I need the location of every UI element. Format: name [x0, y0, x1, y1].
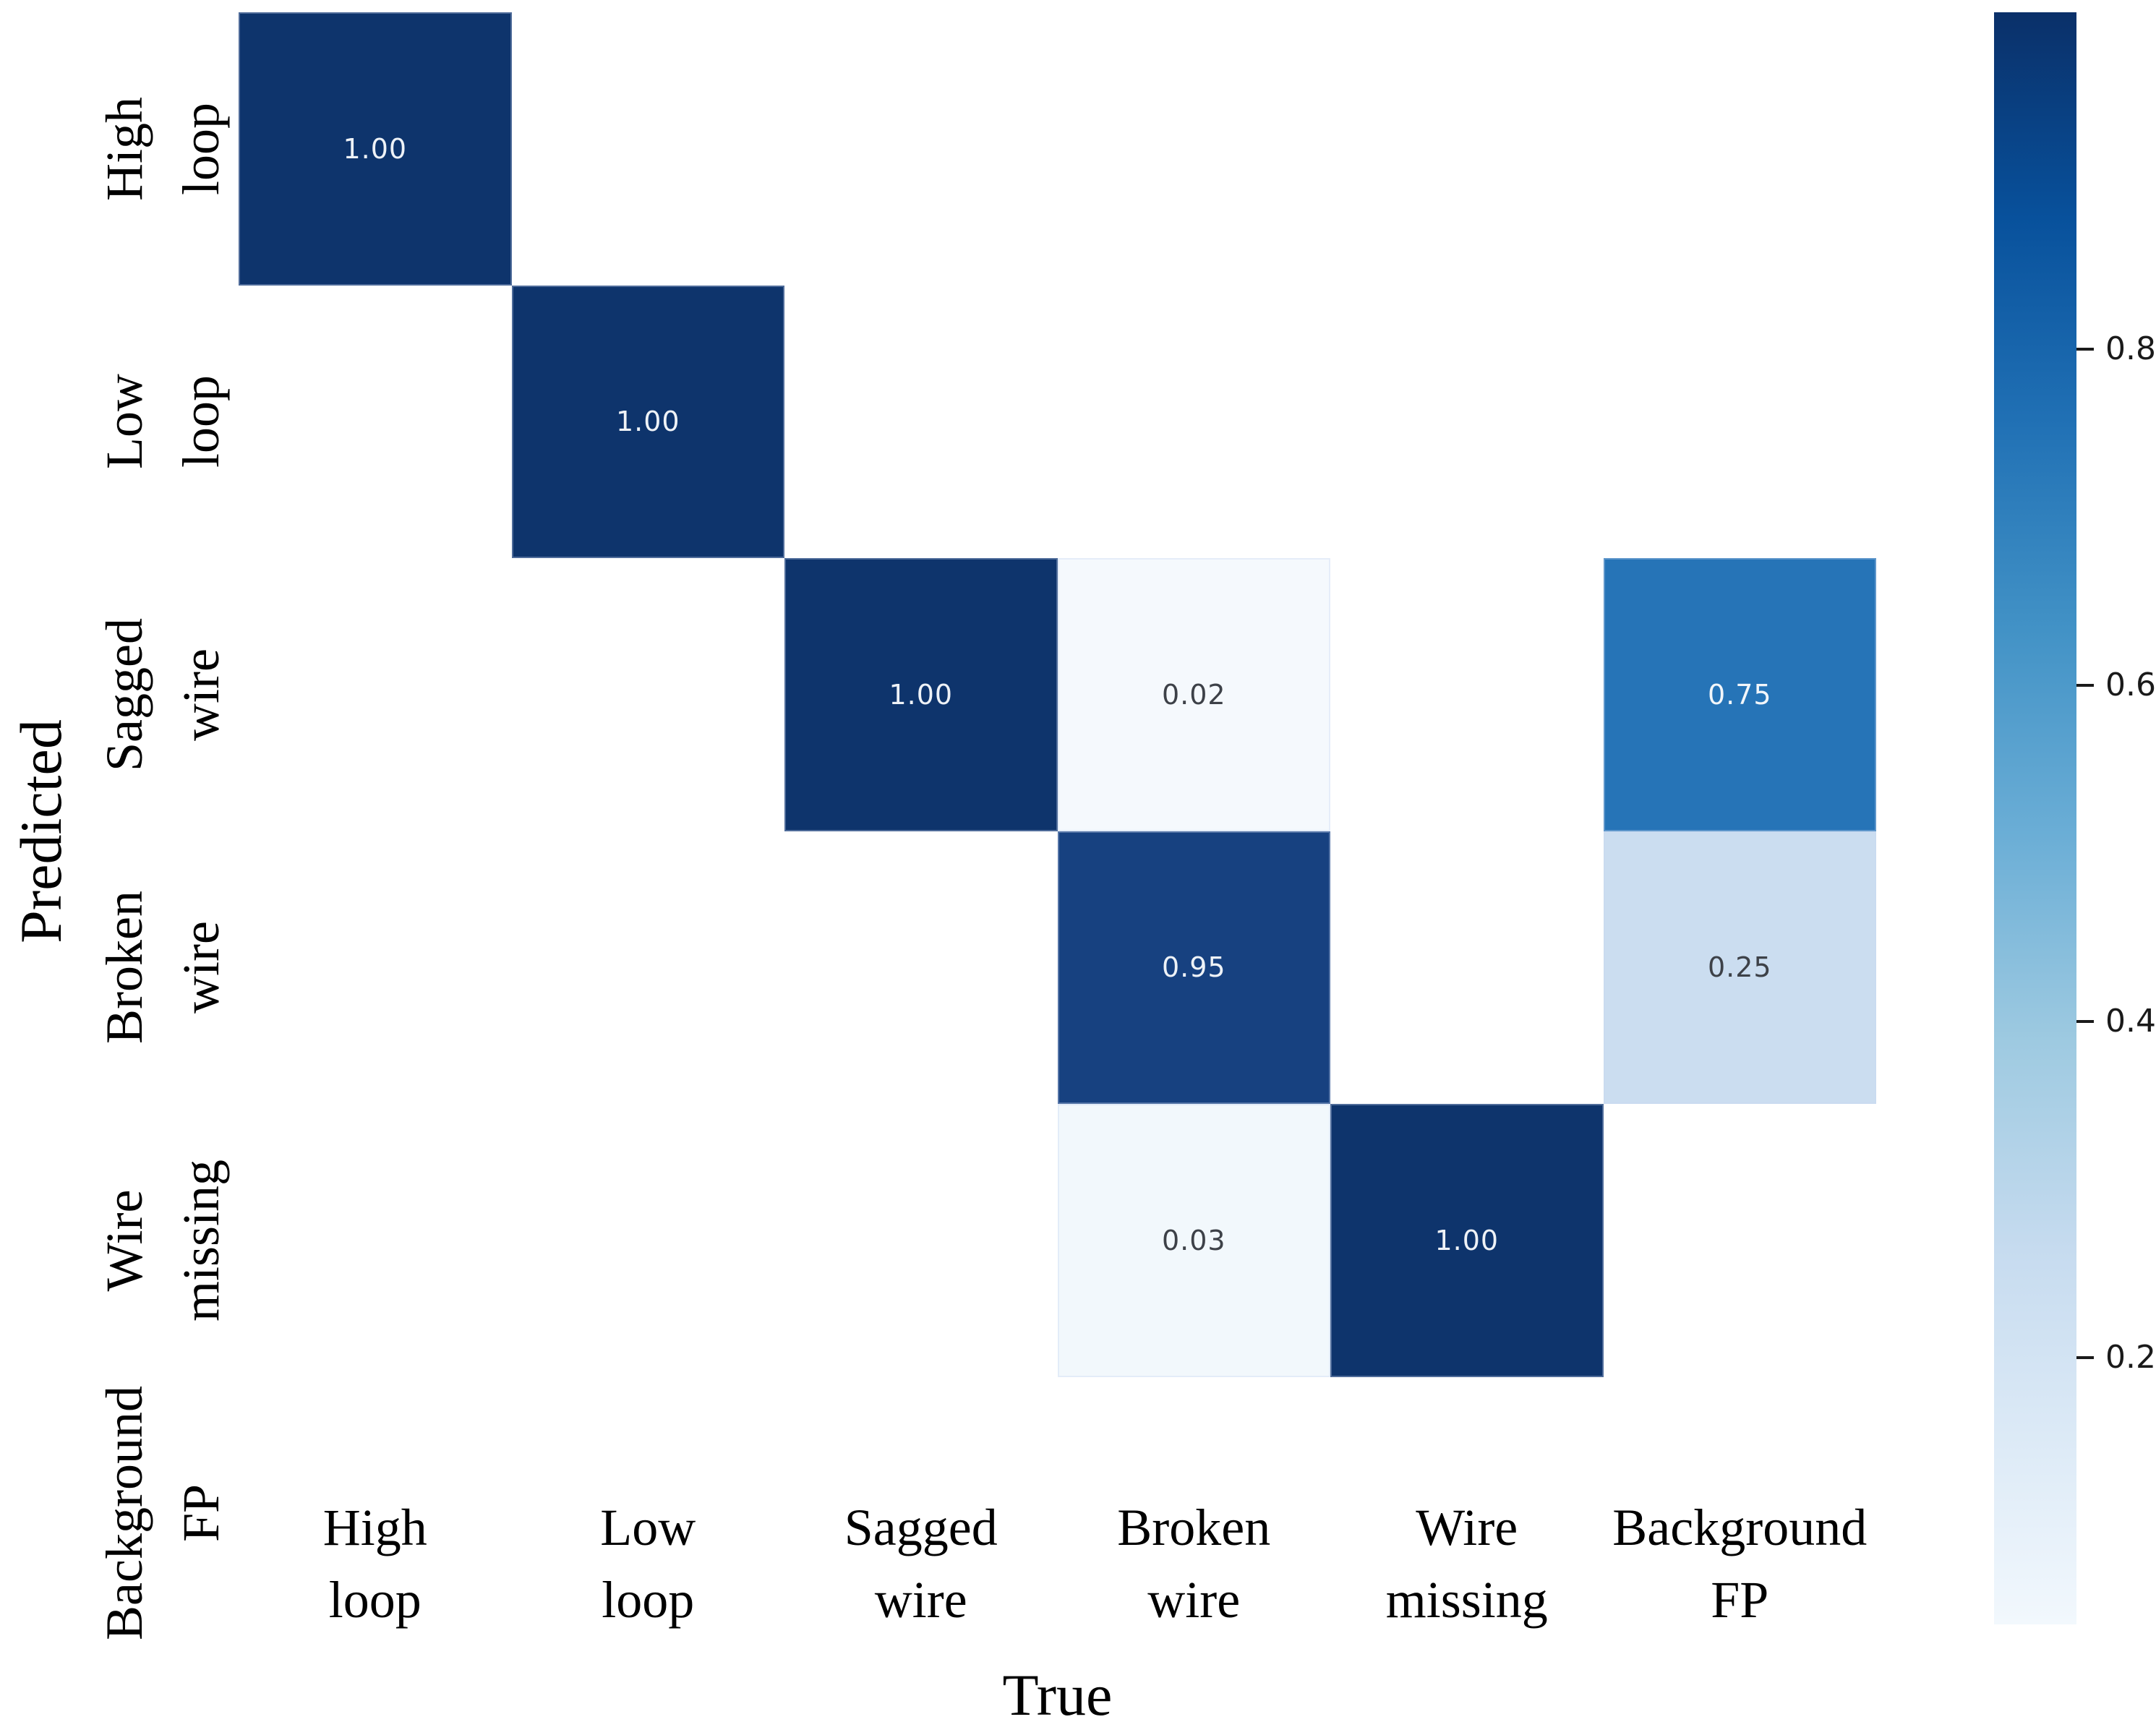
- y-tick-label-line: Wire: [95, 1189, 153, 1292]
- x-tick-label: Low loop: [431, 1491, 865, 1636]
- x-tick-label-line: Low: [600, 1499, 696, 1556]
- y-tick-label-line: wire: [172, 648, 230, 741]
- x-axis-title: True: [1002, 1662, 1113, 1728]
- colorbar-tick-mark: [2076, 1019, 2094, 1023]
- y-tick-label-line: High: [95, 96, 153, 201]
- heatmap-cell: 1.00: [784, 558, 1058, 831]
- x-tick-label: Sagged wire: [704, 1491, 1138, 1636]
- y-axis-title: Predicted: [8, 719, 74, 943]
- heatmap-cell: 0.95: [1057, 831, 1330, 1104]
- cell-value: 0.02: [1161, 678, 1226, 711]
- colorbar-tick-label: 0.6: [2105, 667, 2156, 704]
- x-tick-label-line: FP: [1711, 1571, 1769, 1629]
- colorbar-tick-mark: [2076, 684, 2094, 687]
- colorbar-tick-label: 0.2: [2105, 1338, 2156, 1376]
- cell-value: 1.00: [343, 132, 408, 165]
- y-tick-label-line: missing: [172, 1159, 230, 1321]
- x-tick-label-line: Wire: [1416, 1499, 1518, 1556]
- heatmap-cell: 0.75: [1603, 558, 1876, 831]
- colorbar-tick-label: 0.4: [2105, 1002, 2156, 1040]
- y-tick-label-line: loop: [172, 102, 230, 195]
- y-tick-label-line: Low: [95, 374, 153, 470]
- x-tick-label: Broken wire: [977, 1491, 1411, 1636]
- x-tick-label-line: Background: [1612, 1499, 1868, 1556]
- cell-value: 1.00: [889, 678, 954, 711]
- x-tick-label: Background FP: [1523, 1491, 1956, 1636]
- y-tick-label-line: Broken: [95, 891, 153, 1045]
- y-tick-label-line: loop: [172, 375, 230, 468]
- heatmap-cell: 1.00: [1330, 1104, 1604, 1377]
- heatmap-cell: 0.02: [1057, 558, 1330, 831]
- x-tick-label-line: High: [322, 1499, 427, 1556]
- y-tick-label-line: Sagged: [95, 617, 153, 771]
- x-tick-label: High loop: [158, 1491, 592, 1636]
- cell-value: 0.95: [1161, 951, 1226, 984]
- x-tick-label-line: loop: [328, 1571, 422, 1629]
- heatmap-cell: 0.03: [1057, 1104, 1330, 1377]
- heatmap-cell: 1.00: [239, 12, 512, 286]
- x-tick-label-line: loop: [602, 1571, 695, 1629]
- x-tick-label-line: wire: [874, 1571, 967, 1629]
- heatmap-cell: 0.25: [1603, 831, 1876, 1104]
- cell-value: 0.25: [1707, 951, 1772, 984]
- heatmap-cell: 1.00: [511, 285, 784, 558]
- colorbar: [1994, 12, 2076, 1624]
- colorbar-tick-label: 0.8: [2105, 330, 2156, 368]
- y-tick-label-line: Background: [95, 1386, 153, 1641]
- colorbar-tick-mark: [2076, 1355, 2094, 1359]
- x-tick-label-line: Sagged: [844, 1499, 998, 1556]
- x-tick-label-line: Broken: [1117, 1499, 1271, 1556]
- cell-value: 0.03: [1161, 1224, 1226, 1256]
- cell-value: 1.00: [1434, 1224, 1500, 1256]
- cell-value: 1.00: [615, 406, 680, 438]
- y-tick-label-line: wire: [172, 921, 230, 1014]
- x-tick-label-line: wire: [1147, 1571, 1241, 1629]
- x-tick-label-line: missing: [1385, 1571, 1548, 1629]
- x-tick-label: Wire missing: [1250, 1491, 1684, 1636]
- colorbar-tick-mark: [2076, 348, 2094, 351]
- cell-value: 0.75: [1707, 678, 1772, 711]
